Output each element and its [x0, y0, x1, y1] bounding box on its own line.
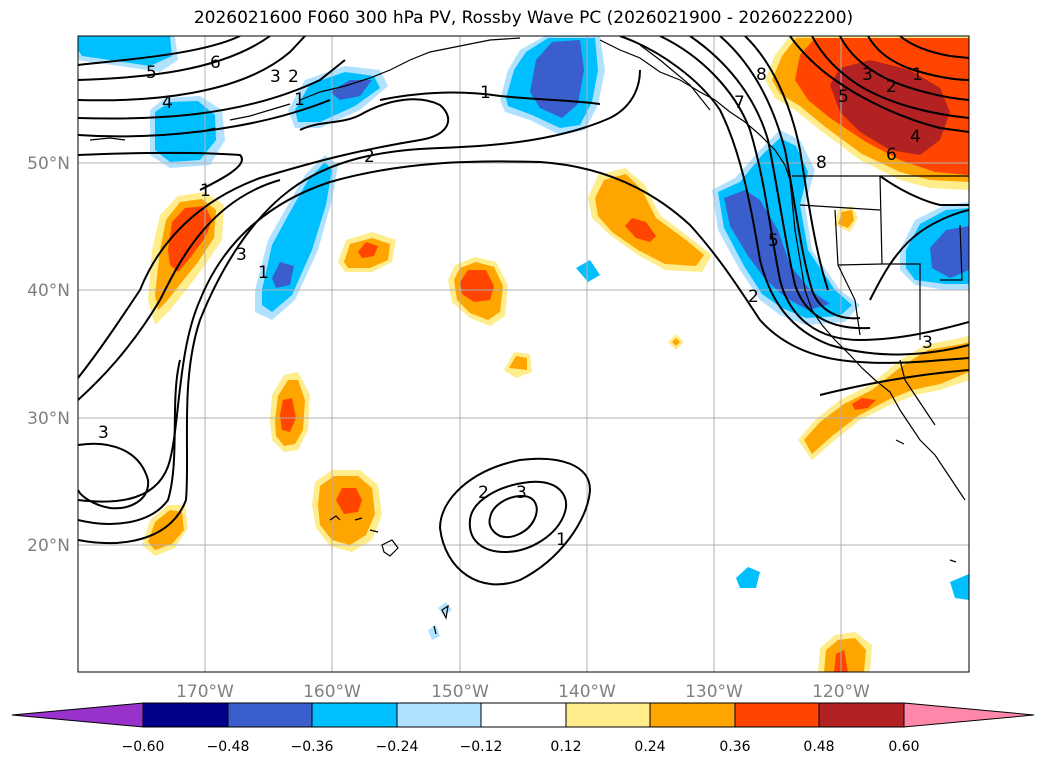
lat-label-30n: 30°N	[27, 409, 70, 429]
svg-text:3: 3	[516, 483, 527, 503]
svg-text:3: 3	[98, 423, 109, 443]
svg-text:5: 5	[146, 63, 157, 83]
colorbar-bin-9	[818, 702, 905, 728]
longitude-labels: 170°W 160°W 150°W 140°W 130°W 120°W	[176, 682, 870, 702]
colorbar-tick-labels: −0.60 −0.48 −0.36 −0.24 −0.12 0.12 0.24 …	[122, 739, 920, 755]
map-plot-area: 5 6 3 2 4 1 2 1 3 3 1 2 3 1 7 8 8 5 2 1 …	[78, 36, 969, 672]
svg-text:8: 8	[756, 65, 767, 85]
svg-text:1: 1	[200, 181, 211, 201]
colorbar-tick-label: 0.12	[550, 739, 581, 755]
svg-text:7: 7	[734, 93, 745, 113]
svg-text:3: 3	[922, 333, 933, 353]
colorbar-bin-6	[565, 702, 651, 728]
svg-text:6: 6	[210, 53, 221, 73]
lon-label-130w: 130°W	[685, 682, 743, 702]
contour-labels: 5 6 3 2 4 1 2 1 3 3 1 2 3 1 7 8 8 5 2 1 …	[98, 53, 933, 550]
lat-label-50n: 50°N	[27, 154, 70, 174]
lon-label-160w: 160°W	[303, 682, 361, 702]
colorbar-bin-4	[396, 702, 482, 728]
coastlines	[89, 37, 969, 635]
lon-label-170w: 170°W	[176, 682, 234, 702]
latitude-labels: 50°N 40°N 30°N 20°N	[27, 154, 70, 556]
svg-text:3: 3	[270, 67, 281, 87]
svg-text:2: 2	[478, 483, 489, 503]
svg-text:4: 4	[910, 127, 921, 147]
pv-contours	[78, 36, 969, 586]
colorbar-bin-5	[480, 702, 567, 728]
svg-text:1: 1	[912, 65, 923, 85]
colorbar-tick-label: −0.60	[122, 739, 165, 755]
svg-text:2: 2	[288, 67, 299, 87]
svg-text:2: 2	[886, 77, 897, 97]
colorbar-extend-low	[11, 702, 144, 728]
svg-text:2: 2	[748, 287, 759, 307]
lon-label-150w: 150°W	[431, 682, 489, 702]
lat-label-40n: 40°N	[27, 281, 70, 301]
graticule	[78, 36, 969, 672]
svg-text:3: 3	[862, 65, 873, 85]
colorbar-bin-3	[311, 702, 398, 728]
colorbar-tick-label: −0.24	[376, 739, 419, 755]
lon-label-140w: 140°W	[558, 682, 616, 702]
svg-text:4: 4	[162, 93, 173, 113]
svg-text:1: 1	[294, 90, 305, 110]
map-title: 2026021600 F060 300 hPa PV, Rossby Wave …	[193, 8, 854, 28]
colorbar-tick-label: 0.60	[888, 739, 919, 755]
map-frame	[77, 35, 970, 673]
colorbar-tick-label: −0.36	[291, 739, 334, 755]
colorbar-bin-2	[227, 702, 313, 728]
colorbar-bin-8	[734, 702, 820, 728]
colorbar-bin-7	[649, 702, 736, 728]
svg-text:1: 1	[480, 83, 491, 103]
lat-label-20n: 20°N	[27, 536, 70, 556]
svg-text:8: 8	[816, 153, 827, 173]
colorbar-extend-high	[903, 702, 1035, 728]
lon-label-120w: 120°W	[812, 682, 870, 702]
svg-text:2: 2	[364, 147, 375, 167]
svg-text:1: 1	[258, 263, 269, 283]
svg-text:5: 5	[838, 87, 849, 107]
colorbar	[11, 702, 1035, 728]
pv-shading	[78, 36, 969, 672]
colorbar-bin-1	[142, 702, 229, 728]
svg-text:1: 1	[556, 530, 567, 550]
colorbar-tick-label: −0.12	[460, 739, 503, 755]
colorbar-tick-label: 0.48	[803, 739, 834, 755]
svg-text:5: 5	[768, 231, 779, 251]
colorbar-tick-label: −0.48	[207, 739, 250, 755]
colorbar-tick-label: 0.24	[634, 739, 665, 755]
svg-text:6: 6	[886, 145, 897, 165]
colorbar-tick-label: 0.36	[719, 739, 750, 755]
svg-text:3: 3	[236, 245, 247, 265]
